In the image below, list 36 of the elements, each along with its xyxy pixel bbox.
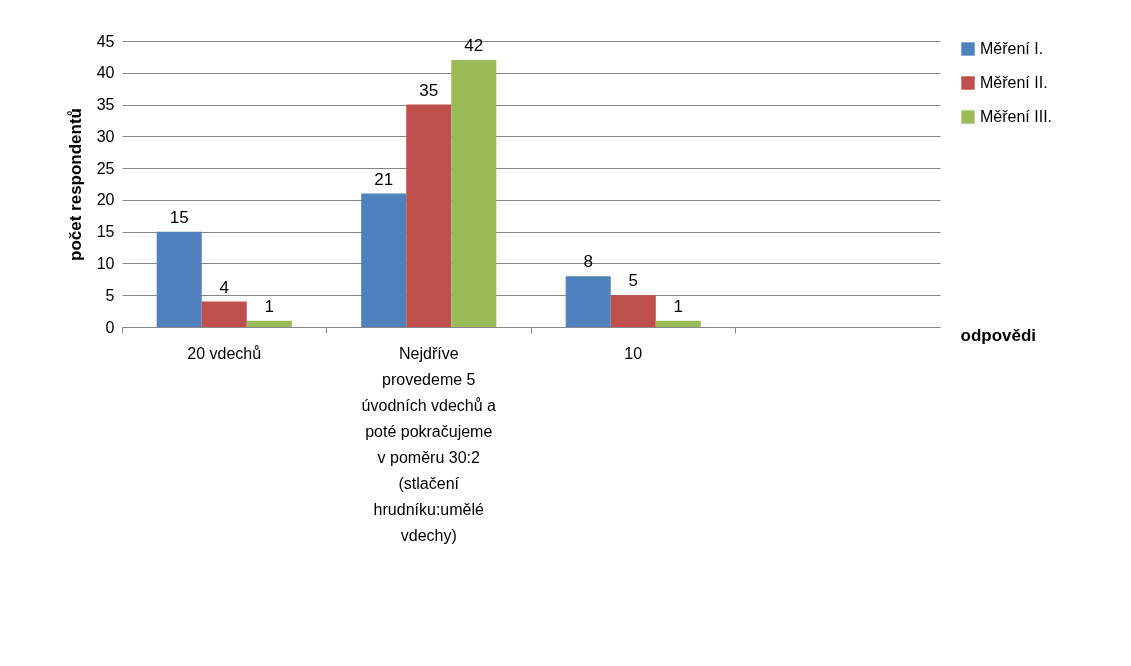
y-tick-label: 10 <box>96 254 115 272</box>
bar <box>361 193 407 327</box>
data-label: 5 <box>628 271 638 291</box>
x-tick-label: Nejdříve provedeme 5 úvodních vdechů a poté pokračujeme v poměru 30:2 (stlačení hrudníku:umělé vdechy) <box>361 344 497 544</box>
bar <box>201 301 247 327</box>
bar <box>451 60 497 327</box>
y-tick-label: 20 <box>96 191 115 209</box>
data-label: 1 <box>264 296 275 316</box>
data-label: 8 <box>583 252 593 272</box>
bar <box>246 320 292 327</box>
x-axis-title: odpovědi <box>960 325 1037 345</box>
legend-label: Měření III. <box>980 108 1053 125</box>
data-label: 4 <box>219 277 229 297</box>
legend-label: Měření II. <box>980 74 1048 91</box>
y-tick-label: 35 <box>96 96 115 114</box>
legend-label: Měření I. <box>980 40 1044 57</box>
data-label: 42 <box>464 36 484 56</box>
y-tick-label: 30 <box>96 127 115 145</box>
bar <box>406 104 452 327</box>
y-tick-label: 40 <box>96 64 115 82</box>
x-tick-label: 10 <box>624 344 643 362</box>
bar <box>156 231 202 327</box>
y-tick-label: 0 <box>105 318 115 336</box>
y-tick-label: 5 <box>105 286 115 304</box>
data-label: 1 <box>673 296 684 316</box>
y-tick-label: 45 <box>96 32 115 50</box>
data-label: 35 <box>419 80 439 100</box>
y-axis-title: počet respondentů <box>65 107 85 262</box>
data-label: 15 <box>169 207 189 227</box>
bar <box>565 276 611 327</box>
bar <box>610 295 656 327</box>
y-tick-label: 15 <box>96 223 115 241</box>
y-tick-label: 25 <box>96 159 115 177</box>
x-tick-label: 20 vdechů <box>187 344 262 362</box>
data-label: 21 <box>374 169 394 189</box>
bar <box>655 320 701 327</box>
